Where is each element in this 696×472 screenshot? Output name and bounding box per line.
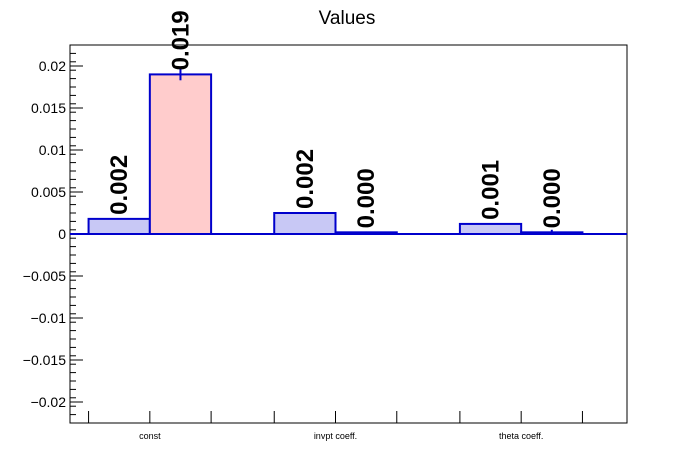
y-tick-label: −0.015 <box>23 352 66 368</box>
bar-value-label: 0.019 <box>167 10 194 70</box>
y-tick-label: −0.02 <box>31 394 67 410</box>
y-tick-label: −0.01 <box>31 310 67 326</box>
bar-value-label: 0.000 <box>539 168 566 228</box>
x-tick-label: invpt coeff. <box>314 431 357 441</box>
y-tick-label: 0.015 <box>31 100 66 116</box>
y-tick-label: 0.01 <box>39 142 66 158</box>
x-axis: const invpt coeff. theta coeff. <box>88 411 583 441</box>
bar <box>87 217 151 236</box>
bar-value-label: 0.002 <box>292 149 319 209</box>
bar <box>273 212 337 235</box>
chart-title: Values <box>319 8 376 29</box>
y-tick-label: 0.02 <box>39 58 66 74</box>
x-tick-label: theta coeff. <box>499 431 543 441</box>
bars <box>87 68 584 236</box>
y-tick-label: 0 <box>58 226 66 242</box>
bar-value-label: 0.000 <box>353 168 380 228</box>
y-tick-label: −0.005 <box>23 268 66 284</box>
bar-value-label: 0.002 <box>106 155 133 215</box>
y-axis: −0.02 −0.015 −0.01 −0.005 0 0.005 0.01 0.015 0.0… <box>23 44 83 424</box>
bar-value-label: 0.001 <box>478 160 505 220</box>
x-tick-label: const <box>139 431 161 441</box>
bar <box>458 222 523 235</box>
value-labels: 0.002 0.002 0.001 0.019 0.000 0.000 <box>106 10 566 228</box>
bar <box>148 73 213 236</box>
plot-area: −0.02 −0.015 −0.01 −0.005 0 0.005 0.01 0.015 0.0… <box>23 10 628 441</box>
y-tick-label: 0.005 <box>31 184 66 200</box>
